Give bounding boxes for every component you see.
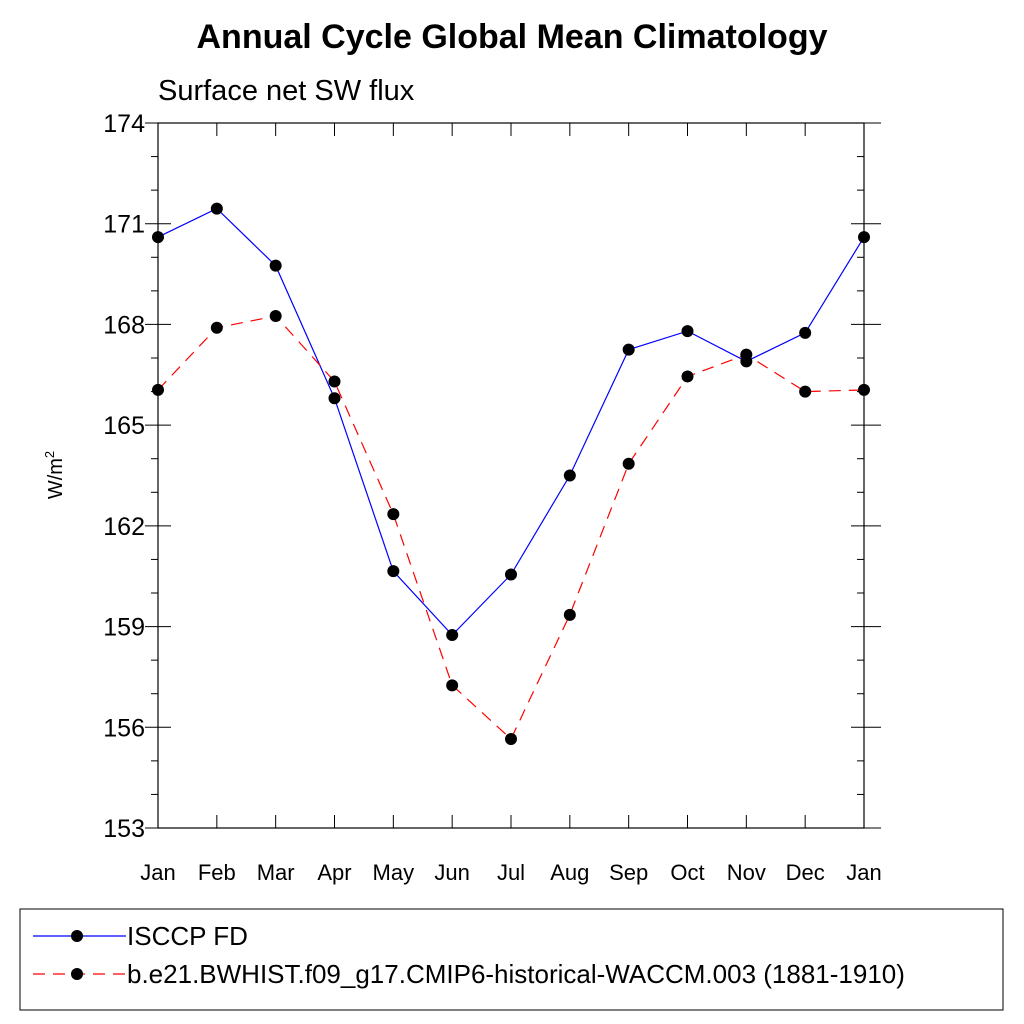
y-tick-label: 153: [103, 815, 145, 843]
legend-box: [19, 908, 1004, 1011]
series-1-point: [622, 343, 635, 356]
legend-marker-2: [71, 968, 83, 980]
x-tick-label: Aug: [550, 860, 589, 885]
series-1-point: [681, 325, 694, 338]
series-1-point: [563, 469, 576, 482]
x-tick-label: May: [373, 860, 415, 885]
x-tick-label: Jul: [497, 860, 525, 885]
series-2-point: [446, 679, 459, 692]
y-tick-label: 165: [103, 412, 145, 440]
series-2-point: [210, 321, 223, 334]
x-tick-label: Dec: [786, 860, 825, 885]
axis-ticks: [145, 122, 881, 829]
tick-labels: Jan Feb Mar Apr May Jun Jul Aug Sep Oct Nov Dec Jan 1…: [103, 110, 881, 885]
series-1-point: [387, 565, 400, 578]
y-tick-label: 159: [103, 614, 145, 642]
x-tick-label: Apr: [317, 860, 351, 885]
x-tick-label: Mar: [257, 860, 295, 885]
series-2-point: [152, 383, 164, 396]
y-axis-label-text: W/m2: [42, 451, 67, 499]
series-2-point: [505, 733, 517, 746]
y-axis-label-superscript: 2: [42, 451, 57, 458]
series-1-point: [210, 202, 223, 215]
series-1-point: [505, 568, 517, 581]
series-2-point: [269, 310, 282, 323]
series-layer: [152, 202, 870, 746]
x-tick-label: Oct: [670, 860, 704, 885]
series-1-point: [446, 628, 459, 641]
series-2-point: [799, 385, 812, 398]
chart-title: Annual Cycle Global Mean Climatology: [197, 18, 828, 56]
series-2-point: [740, 348, 753, 361]
y-axis-label-base: W/m: [45, 458, 67, 499]
series-2-point: [328, 375, 341, 388]
y-axis-label: W/m2: [42, 451, 67, 499]
series-2-point: [858, 383, 870, 396]
series-2-point: [681, 370, 694, 383]
series-2-point: [387, 508, 400, 521]
x-tick-label: Jun: [434, 860, 469, 885]
legend-marker-1: [71, 930, 83, 942]
y-tick-label: 156: [103, 714, 145, 742]
series-1-point: [799, 326, 812, 339]
series-2-point: [622, 457, 635, 470]
y-tick-label: 171: [103, 211, 145, 239]
series-1-point: [152, 231, 164, 244]
y-tick-label: 168: [103, 311, 145, 339]
y-tick-label: 174: [103, 110, 145, 138]
series-2-point: [563, 608, 576, 621]
chart-subtitle: Surface net SW flux: [158, 75, 415, 107]
x-tick-label: Feb: [198, 860, 236, 885]
plot-frame: [157, 122, 865, 829]
x-tick-label: Jan: [140, 860, 175, 885]
x-tick-label: Nov: [727, 860, 766, 885]
y-tick-label: 162: [103, 513, 145, 541]
legend-label-1: ISCCP FD: [127, 921, 248, 951]
series-line-2: [157, 315, 865, 740]
series-1-point: [328, 392, 341, 405]
legend: ISCCP FD b.e21.BWHIST.f09_g17.CMIP6-histo…: [33, 921, 905, 989]
series-1-point: [858, 231, 870, 244]
x-tick-label: Jan: [846, 860, 881, 885]
legend-label-2: b.e21.BWHIST.f09_g17.CMIP6-historical-WA…: [127, 959, 905, 989]
series-1-point: [269, 259, 282, 272]
x-tick-label: Sep: [609, 860, 648, 885]
